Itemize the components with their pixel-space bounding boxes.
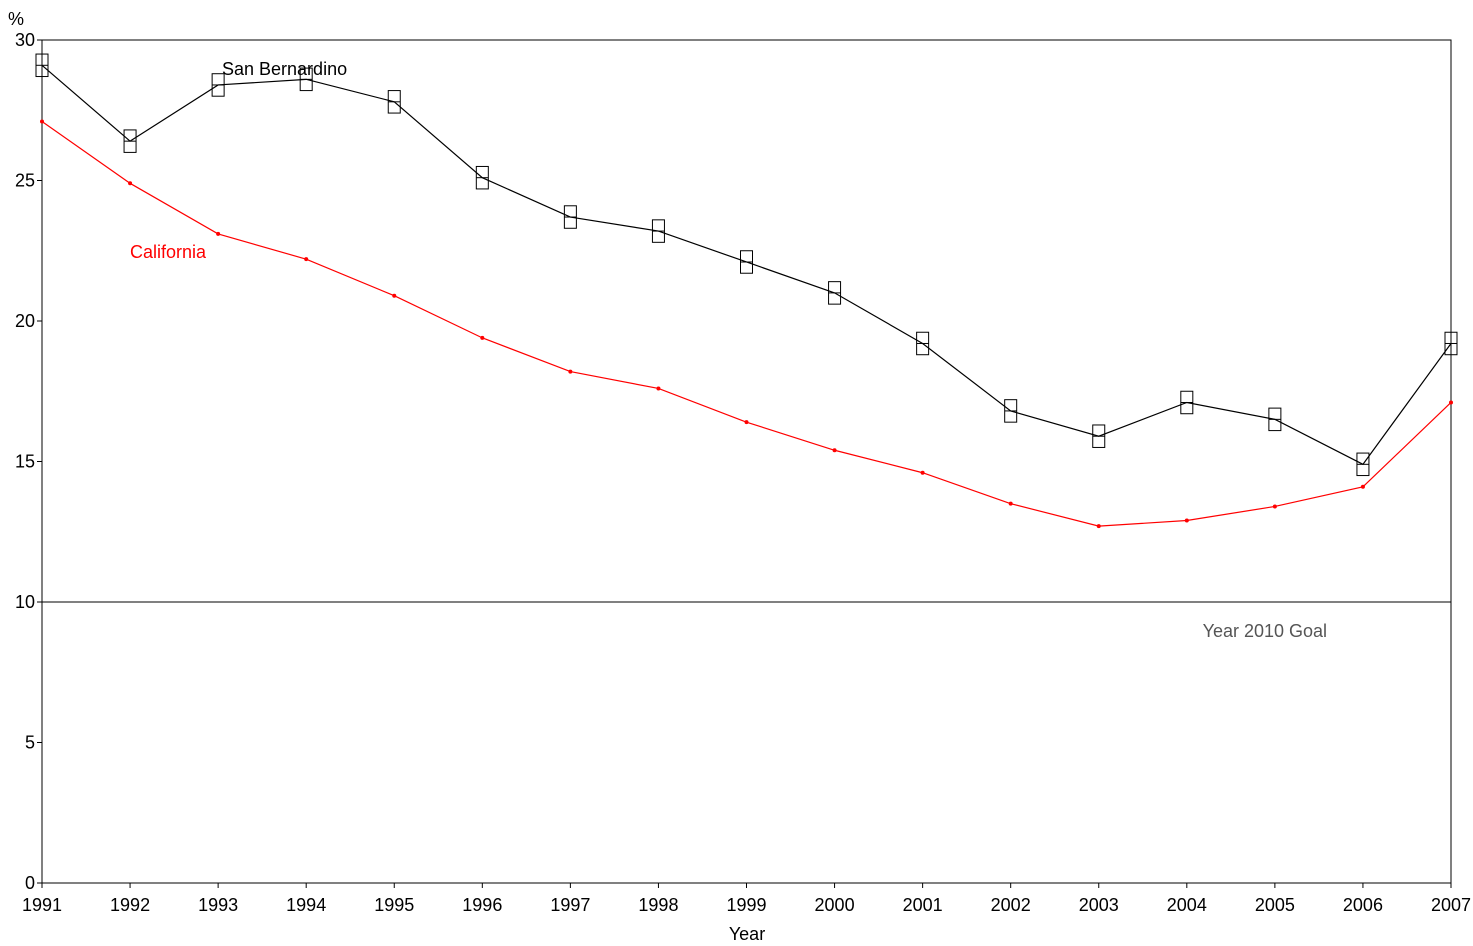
- y-tick-label: 5: [25, 733, 35, 753]
- x-tick-label: 2005: [1255, 895, 1295, 915]
- x-tick-label: 1991: [22, 895, 62, 915]
- x-tick-label: 2004: [1167, 895, 1207, 915]
- x-tick-label: 1997: [550, 895, 590, 915]
- y-tick-label: 15: [15, 452, 35, 472]
- california-point: [1184, 518, 1189, 523]
- california-point: [656, 386, 661, 391]
- california-point: [216, 231, 221, 236]
- x-tick-label: 2006: [1343, 895, 1383, 915]
- x-axis: 1991 1992 1993 1994 1995 1996 1997 1998 1999 2000…: [22, 883, 1471, 915]
- california-point: [1449, 400, 1453, 405]
- x-tick-label: 2003: [1079, 895, 1119, 915]
- san-bernardino-line: [41, 64, 1452, 466]
- x-tick-label: 1992: [110, 895, 150, 915]
- y-axis: 0 5 10 15 20 25 30: [15, 30, 42, 893]
- x-tick-label: 1993: [198, 895, 238, 915]
- y-tick-label: 10: [15, 592, 35, 612]
- goal-reference-label: Year 2010 Goal: [1203, 621, 1327, 641]
- x-tick-label: 2000: [815, 895, 855, 915]
- plot-frame: [41, 39, 1452, 884]
- y-unit-label: %: [8, 9, 24, 29]
- y-tick-label: 20: [15, 311, 35, 331]
- x-tick-label: 2002: [991, 895, 1031, 915]
- x-tick-label: 1996: [462, 895, 502, 915]
- california-point: [1272, 504, 1277, 509]
- california-line: [41, 120, 1452, 527]
- california-point: [392, 293, 397, 298]
- california-point: [568, 369, 573, 374]
- california-point: [920, 470, 925, 475]
- x-tick-label: 2001: [903, 895, 943, 915]
- california-point: [128, 181, 133, 186]
- california-point: [304, 257, 309, 262]
- x-tick-label: 2007: [1431, 895, 1471, 915]
- y-tick-label: 0: [25, 873, 35, 893]
- y-tick-label: 30: [15, 30, 35, 50]
- y-tick-label: 25: [15, 171, 35, 191]
- x-tick-label: 1999: [726, 895, 766, 915]
- california-point: [1008, 501, 1013, 506]
- california-point: [832, 448, 837, 453]
- x-tick-label: 1995: [374, 895, 414, 915]
- x-tick-label: 1998: [638, 895, 678, 915]
- reference-line-group: Year 2010 Goal: [42, 601, 1451, 641]
- california-point: [480, 335, 485, 340]
- california-point: [40, 119, 44, 124]
- series-label-san-bernardino: San Bernardino: [222, 59, 347, 79]
- series-label-california: California: [130, 242, 207, 262]
- x-tick-label: 1994: [286, 895, 326, 915]
- california-point: [1360, 484, 1365, 489]
- series-layer: San Bernardino California: [35, 53, 1458, 529]
- california-point: [744, 420, 749, 425]
- california-point: [1096, 524, 1101, 529]
- x-axis-title: Year: [729, 924, 765, 944]
